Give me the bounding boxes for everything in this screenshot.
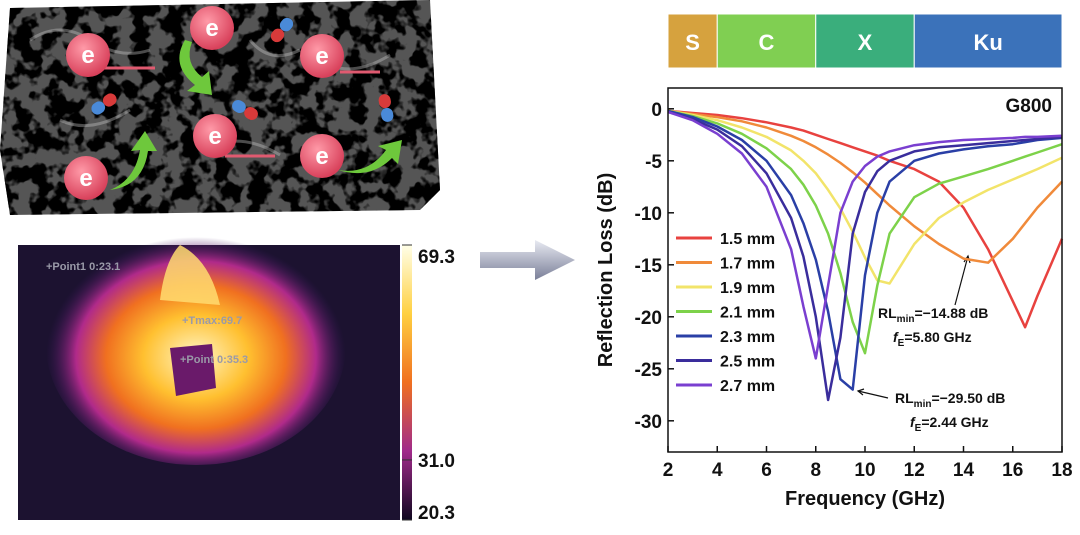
colorbar (402, 245, 412, 520)
electron (300, 134, 344, 178)
thermal-image: +Point1 0:23.1 +Tmax:69.7 +Point 0:35.3 … (18, 225, 455, 524)
annotation-text: =2.44 GHz (921, 414, 988, 430)
series-line (667, 109, 1063, 391)
x-tick-label: 2 (663, 460, 674, 481)
series-line (667, 109, 1064, 329)
legend-label: 1.9 mm (720, 280, 775, 297)
annotation: fE=2.44 GHz (910, 414, 989, 434)
band-label: Ku (973, 30, 1002, 55)
annotation-text: =−29.50 dB (931, 390, 1005, 406)
legend-label: 2.5 mm (720, 354, 775, 371)
annotation: fE=5.80 GHz (893, 329, 972, 349)
electron (190, 6, 234, 50)
y-tick-label: -15 (635, 256, 663, 277)
annotation-text: =5.80 GHz (904, 329, 971, 345)
series-line (667, 109, 1063, 285)
annotation-arrow (954, 255, 969, 306)
foam-illustration: e e e e e e (0, 0, 440, 215)
point-label: +Point 0:35.3 (180, 354, 248, 366)
chart-label: G800 (1006, 96, 1052, 117)
annotation-text: f (910, 414, 916, 430)
y-tick-label: -20 (635, 308, 662, 329)
colorbar-label: 20.3 (418, 503, 455, 524)
band (815, 13, 915, 69)
band (913, 13, 1063, 69)
x-tick-label: 12 (904, 460, 925, 481)
x-tick-label: 4 (712, 460, 723, 481)
legend-label: 2.1 mm (720, 305, 775, 322)
electron (66, 33, 110, 77)
annotation-subscript: min (897, 314, 915, 325)
electron-label: e (315, 43, 328, 70)
series-line (667, 110, 1063, 402)
x-tick-label: 10 (854, 460, 875, 481)
annotation-arrowhead (856, 388, 865, 396)
y-tick-label: 0 (651, 100, 662, 121)
y-tick-label: -5 (645, 152, 662, 173)
x-tick-label: 6 (761, 460, 772, 481)
y-axis-label: Reflection Loss (dB) (595, 173, 617, 367)
annotation-text: =−14.88 dB (914, 305, 988, 321)
band (716, 13, 817, 69)
annotation: RLmin=−14.88 dB (878, 305, 988, 325)
colorbar-label: 31.0 (418, 451, 455, 472)
electron (300, 34, 344, 78)
legend-label: 1.7 mm (720, 256, 775, 273)
series-line (667, 110, 1063, 360)
y-tick-label: -25 (635, 360, 663, 381)
band-label: S (685, 30, 700, 55)
electron-label: e (81, 42, 94, 69)
annotation-text: RL (895, 390, 914, 406)
annotation-text: RL (878, 305, 897, 321)
annotation-subscript: E (898, 338, 905, 349)
x-tick-label: 8 (810, 460, 821, 481)
annotation-subscript: E (915, 423, 922, 434)
chart: S C X Ku 1.5 mm 1.7 mm 1.9 mm 2.1 mm 2.3 mm 2.5 m… (595, 13, 1073, 510)
point-label: +Point1 0:23.1 (46, 261, 120, 273)
band (667, 13, 718, 69)
x-tick-label: 18 (1051, 460, 1072, 481)
electron-paths (104, 66, 380, 158)
band-label: X (858, 30, 873, 55)
dipoles (91, 17, 394, 122)
annotation-arrow (857, 390, 889, 399)
electron-label: e (205, 15, 218, 42)
legend-label: 2.3 mm (720, 329, 775, 346)
electron-label: e (79, 165, 92, 192)
flow-arrow (480, 240, 575, 280)
x-axis-label: Frequency (GHz) (785, 488, 945, 510)
annotation: RLmin=−29.50 dB (895, 390, 1005, 410)
sample (170, 344, 216, 396)
colorbar-ticks: 69.3 31.0 20.3 (402, 244, 455, 524)
series-line (667, 109, 1063, 264)
legend-label: 1.5 mm (720, 231, 775, 248)
colorbar-label: 69.3 (418, 247, 455, 268)
heat-glow (46, 225, 346, 465)
green-arrows (110, 40, 402, 190)
electrons: e e e e e e (64, 6, 344, 200)
electron-label: e (208, 123, 221, 150)
annotation-text: f (893, 329, 899, 345)
electron (193, 114, 237, 158)
x-tick-label: 14 (953, 460, 975, 481)
y-tick-label: -30 (635, 412, 662, 433)
legend-label: 2.7 mm (720, 378, 775, 395)
electron (64, 156, 108, 200)
heat-plume (160, 245, 220, 305)
annotation-subscript: min (914, 399, 932, 410)
point-label: +Tmax:69.7 (182, 315, 242, 327)
band-label: C (759, 30, 775, 55)
electron-label: e (315, 143, 328, 170)
y-tick-label: -10 (635, 204, 662, 225)
x-tick-label: 16 (1002, 460, 1023, 481)
